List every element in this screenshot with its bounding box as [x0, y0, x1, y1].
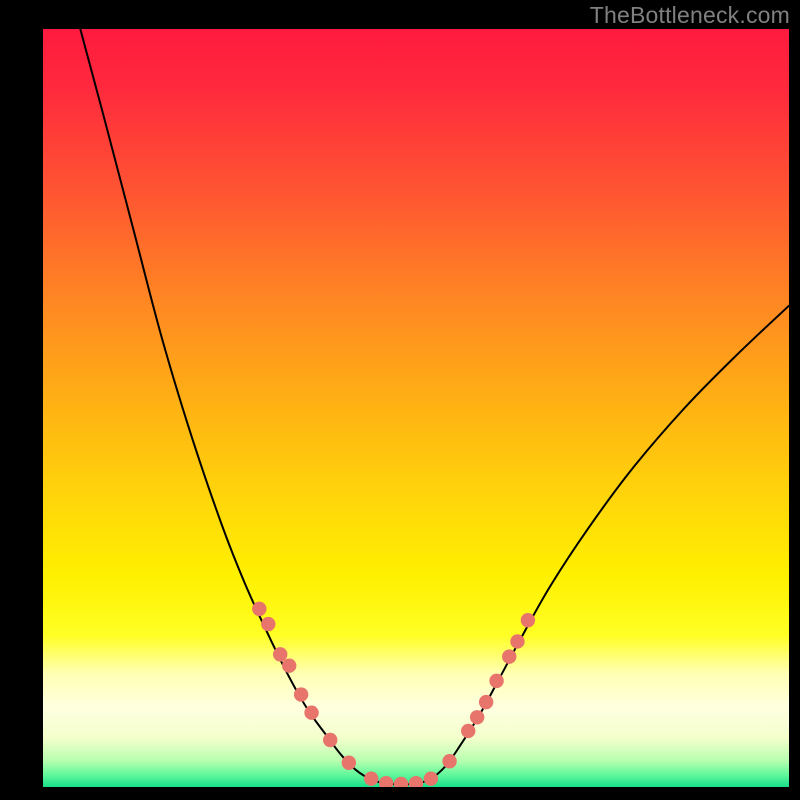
data-marker	[424, 771, 438, 785]
data-marker	[502, 649, 516, 663]
data-marker	[323, 733, 337, 747]
data-marker	[294, 687, 308, 701]
data-marker	[304, 706, 318, 720]
data-marker	[273, 647, 287, 661]
data-marker	[461, 724, 475, 738]
data-marker	[252, 602, 266, 616]
data-marker	[342, 756, 356, 770]
data-marker	[282, 659, 296, 673]
data-marker	[489, 674, 503, 688]
data-marker	[442, 754, 456, 768]
data-marker	[521, 613, 535, 627]
data-marker	[261, 617, 275, 631]
data-marker	[479, 695, 493, 709]
chart-plot	[43, 29, 789, 787]
plot-background	[43, 29, 789, 787]
watermark-text: TheBottleneck.com	[590, 2, 790, 29]
data-marker	[470, 710, 484, 724]
data-marker	[510, 634, 524, 648]
outer-frame: TheBottleneck.com	[0, 0, 800, 800]
data-marker	[364, 771, 378, 785]
